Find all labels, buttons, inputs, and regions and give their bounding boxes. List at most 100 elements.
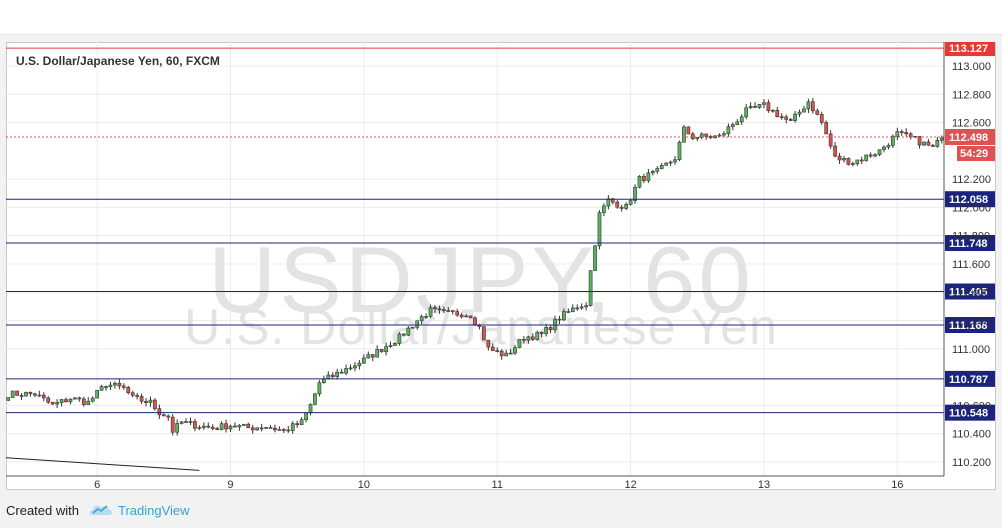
candle-down <box>566 311 571 313</box>
candle-down <box>819 114 824 123</box>
candle-down <box>779 116 784 118</box>
trendline <box>6 457 200 471</box>
candle-up <box>299 419 304 425</box>
candle-down <box>530 336 535 340</box>
candle-down <box>379 349 384 353</box>
candle-down <box>268 427 273 429</box>
candle-up <box>348 367 353 370</box>
tradingview-link[interactable]: TradingView <box>118 503 190 518</box>
candle-up <box>806 101 811 110</box>
candle-down <box>619 206 624 209</box>
candle-up <box>188 421 193 423</box>
candle-up <box>722 133 726 136</box>
candle-up <box>677 141 682 161</box>
candle-up <box>90 397 95 402</box>
candle-down <box>41 394 46 399</box>
candle-down <box>259 427 264 430</box>
candle-up <box>544 327 548 334</box>
candle-down <box>15 390 19 396</box>
candle-down <box>482 326 486 341</box>
candle-up <box>802 108 806 113</box>
candle-up <box>241 423 246 426</box>
candle-down <box>811 101 815 112</box>
candle-up <box>264 427 268 429</box>
candle-up <box>201 425 206 428</box>
candle-up <box>717 134 722 137</box>
candle-up <box>415 320 420 328</box>
support-level-tag <box>945 317 995 334</box>
x-tick-label: 6 <box>94 479 100 490</box>
candle-down <box>575 307 580 310</box>
support-level-label: 111.748 <box>949 238 988 250</box>
candle-down <box>837 155 842 161</box>
candle-down <box>433 307 437 310</box>
candle-down <box>828 133 833 147</box>
candle-up <box>6 397 11 401</box>
candle-down <box>224 423 228 430</box>
candle-down <box>753 106 757 108</box>
candle-up <box>95 390 99 399</box>
candle-up <box>24 392 28 397</box>
candle-up <box>108 384 113 388</box>
candle-down <box>766 102 771 111</box>
candle-up <box>508 352 513 355</box>
candle-down <box>495 350 500 352</box>
candle-up <box>366 354 371 359</box>
candle-down <box>206 425 211 428</box>
candle-up <box>424 316 428 318</box>
candle-down <box>926 141 931 146</box>
candle-up <box>397 333 402 344</box>
candle-up <box>55 402 59 405</box>
candle-up <box>851 163 855 165</box>
candle-up <box>655 168 660 172</box>
candle-up <box>882 146 886 151</box>
candle-up <box>10 390 15 398</box>
countdown-label: 54:29 <box>960 148 988 160</box>
candle-down <box>233 425 237 428</box>
candle-up <box>770 109 775 112</box>
y-tick-label: 112.000 <box>952 202 991 214</box>
candle-down <box>402 333 406 336</box>
x-tick-label: 11 <box>492 479 503 490</box>
support-level-label: 112.058 <box>949 194 988 206</box>
candle-down <box>908 133 913 138</box>
candle-up <box>335 371 340 377</box>
candle-down <box>473 317 477 326</box>
candle-down <box>788 119 793 121</box>
candle-down <box>499 350 504 357</box>
candle-down <box>704 133 709 137</box>
candle-up <box>695 137 700 139</box>
resistance-level-label: 113.127 <box>949 43 988 55</box>
candle-down <box>246 423 251 429</box>
candle-up <box>388 345 393 347</box>
candle-up <box>513 347 517 354</box>
y-tick-label: 111.400 <box>952 287 990 299</box>
candle-down <box>370 354 375 358</box>
candle-down <box>28 392 33 395</box>
candle-up <box>393 342 397 346</box>
candle-down <box>210 426 215 429</box>
candlestick-chart[interactable]: USDJPY, 60 U.S. Dollar/Japanese Yen 112.… <box>6 42 996 490</box>
candle-up <box>579 306 584 309</box>
candle-up <box>922 141 926 146</box>
candle-down <box>77 397 82 400</box>
candle-up <box>304 412 308 421</box>
candle-up <box>526 336 531 341</box>
watermark-symbol: USDJPY, 60 <box>208 227 754 332</box>
candle-up <box>553 318 557 330</box>
candle-up <box>633 186 637 201</box>
x-tick-label: 12 <box>624 479 636 490</box>
candle-up <box>419 316 424 322</box>
candle-down <box>815 110 820 115</box>
candle-up <box>290 423 295 431</box>
candle-down <box>250 427 255 431</box>
candle-down <box>193 421 197 429</box>
candle-down <box>642 176 646 181</box>
candle-down <box>126 387 131 394</box>
y-tick-label: 111.600 <box>952 259 990 271</box>
candle-up <box>855 159 860 164</box>
candle-down <box>442 309 446 312</box>
candle-down <box>135 395 139 397</box>
candle-down <box>157 408 162 416</box>
candle-up <box>842 157 846 161</box>
